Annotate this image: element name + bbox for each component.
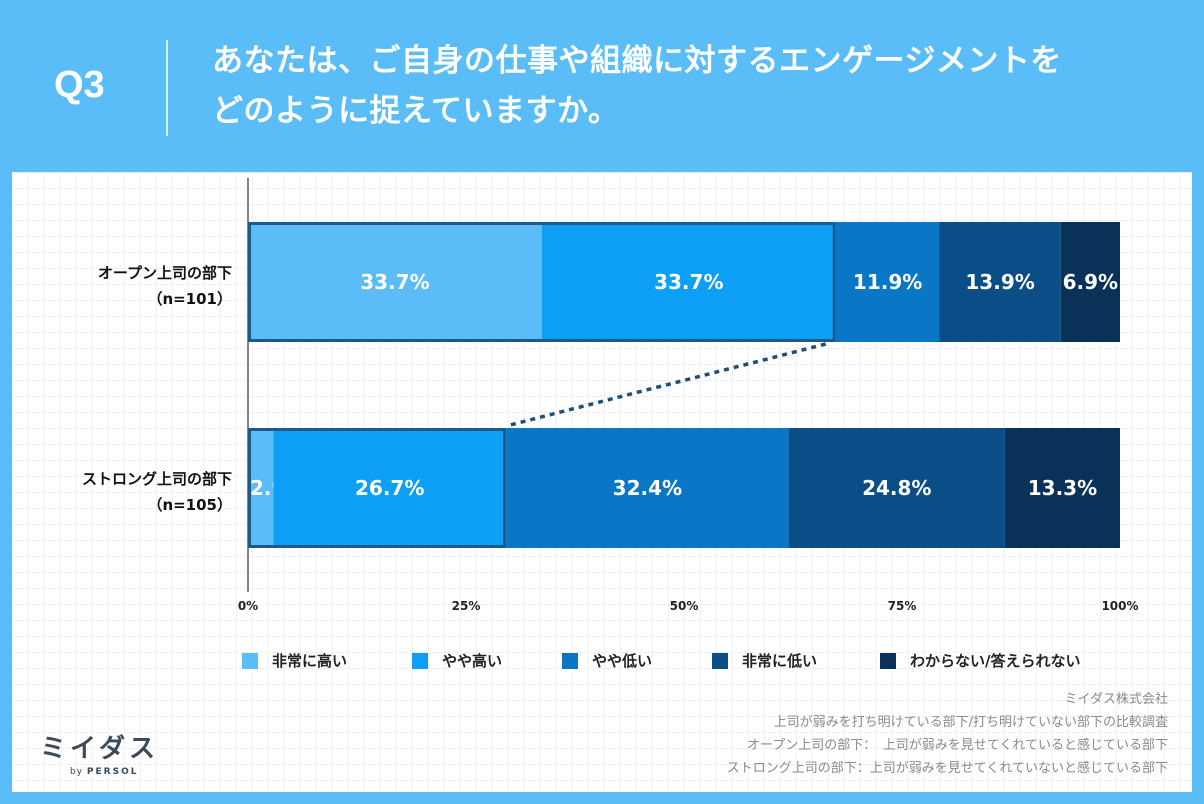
legend-swatch <box>712 652 728 669</box>
logo-wordmark: ミイダス <box>40 734 159 764</box>
bar-segment <box>273 428 507 548</box>
note-definition-strong: ストロング上司の部下：上司が弱みを見せてくれていないと感じている部下 <box>726 761 1168 776</box>
x-tick-label: 0% <box>238 599 258 613</box>
highlight-outline <box>248 222 836 342</box>
data-label: 24.8% <box>862 476 931 500</box>
note-survey: 上司が弱みを打ち明けている部下/打ち明けていない部下の比較調査 <box>773 715 1168 730</box>
question-header: Q3 あなたは、ご自身の仕事や組織に対するエンゲージメントを どのように捉えてい… <box>0 0 1204 170</box>
x-tick-label: 75% <box>888 599 917 613</box>
legend-item-very-low: 非常に低い <box>712 650 817 671</box>
legend-swatch <box>562 652 578 669</box>
question-title-line1: あなたは、ご自身の仕事や組織に対するエンゲージメントを <box>212 43 1062 79</box>
data-label: 13.3% <box>1028 476 1097 500</box>
category-label: オープン上司の部下 <box>98 264 232 282</box>
bar-segment <box>248 428 274 548</box>
highlight-connector <box>505 342 827 428</box>
category-label: ストロング上司の部下 <box>82 470 232 488</box>
bar-segment <box>939 222 1061 342</box>
legend-item-somewhat-high: やや高い <box>412 650 502 671</box>
question-title-line2: どのように捉えていますか。 <box>212 93 620 129</box>
x-tick-label: 100% <box>1101 599 1138 613</box>
bar-segment <box>788 428 1005 548</box>
chart-panel: 0% 25% 50% 75% 100% 33.7% 33.7% 11.9% 13.9% 6.9% オ… <box>12 172 1192 792</box>
legend-label: やや低い <box>592 652 653 670</box>
bar-segment <box>248 222 542 342</box>
logo-byline: by PERSOL <box>40 767 190 777</box>
note-definition-open: オープン上司の部下： 上司が弱みを見せてくれていると感じている部下 <box>747 738 1168 753</box>
data-label: 11.9% <box>853 270 922 294</box>
logo-brand: PERSOL <box>86 767 139 777</box>
highlight-outline <box>248 428 507 548</box>
category-sample-size: （n=101） <box>147 290 232 308</box>
legend-item-very-high: 非常に高い <box>242 650 347 671</box>
question-title: あなたは、ご自身の仕事や組織に対するエンゲージメントを どのように捉えていますか… <box>212 36 1182 136</box>
data-label: 6.9% <box>1063 270 1118 294</box>
data-label: 13.9% <box>965 270 1034 294</box>
data-label: 33.7% <box>360 270 429 294</box>
miidas-logo: ミイダス by PERSOL <box>40 728 190 777</box>
bar-segment <box>541 222 836 342</box>
category-sample-size: （n=105） <box>147 496 232 514</box>
legend-label: やや高い <box>442 652 503 670</box>
legend-swatch <box>880 652 896 669</box>
legend-label: わからない/答えられない <box>910 652 1081 670</box>
question-number: Q3 <box>54 64 105 106</box>
x-tick-label: 50% <box>670 599 699 613</box>
header-divider <box>166 40 168 136</box>
bar-segment <box>1060 222 1120 342</box>
source-notes: ミイダス株式会社 上司が弱みを打ち明けている部下/打ち明けていない部下の比較調査… <box>727 688 1168 780</box>
bar-segment <box>506 428 789 548</box>
data-label: 32.4% <box>613 476 682 500</box>
legend-swatch <box>412 652 428 669</box>
data-label: 26.7% <box>355 476 424 500</box>
legend-swatch <box>242 652 258 669</box>
stacked-bar-chart: 0% 25% 50% 75% 100% 33.7% 33.7% 11.9% 13.9% 6.9% オ… <box>82 178 1139 613</box>
chart-legend: 非常に高い やや高い やや低い 非常に低い わからない/答えられない <box>242 650 1142 674</box>
legend-item-unknown: わからない/答えられない <box>880 650 1080 671</box>
legend-label: 非常に高い <box>272 652 348 670</box>
logo-by: by <box>70 767 84 777</box>
x-tick-label: 25% <box>452 599 481 613</box>
bar-segment <box>835 222 940 342</box>
note-company: ミイダス株式会社 <box>1064 692 1168 707</box>
legend-label: 非常に低い <box>742 652 818 670</box>
data-label: 33.7% <box>654 270 723 294</box>
bar-segment <box>1004 428 1120 548</box>
legend-item-somewhat-low: やや低い <box>562 650 652 671</box>
